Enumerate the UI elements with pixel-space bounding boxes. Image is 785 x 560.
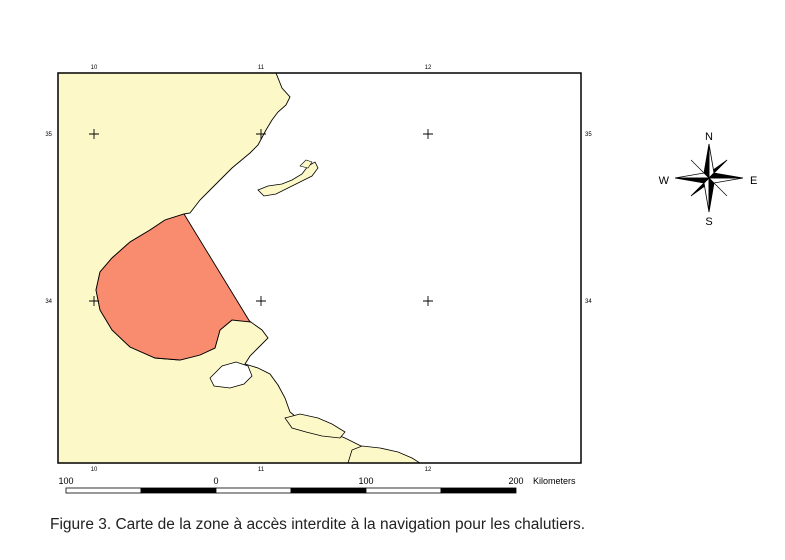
compass-west-label: W [659,175,670,187]
grid-cross [423,129,433,139]
island-kerkennah [257,161,319,197]
scale-label-100-left: 100 [58,476,73,486]
lat-label-right-34: 34 [585,299,592,305]
lat-label-right-35: 35 [585,132,592,138]
restricted-zone [95,213,251,361]
lon-label-top-10: 10 [91,65,98,71]
scale-label-200: 200 [508,476,523,486]
scale-label-0: 0 [213,476,218,486]
scale-segment [65,487,142,494]
compass-south-label: S [705,216,712,228]
scale-segment [140,487,217,494]
lat-label-left-35: 35 [45,132,52,138]
lon-label-bottom-10: 10 [91,467,98,473]
compass-rose: N S E W [659,131,758,228]
lon-label-top-11: 11 [258,65,265,71]
compass-north-label: N [705,131,713,143]
grid-cross [423,296,433,306]
grid-cross [256,129,266,139]
coast-lower-right [347,445,421,463]
lon-label-bottom-11: 11 [258,467,265,473]
island-kerkennah-small [299,159,313,169]
lat-label-left-34: 34 [45,299,52,305]
compass-main-points [674,143,744,213]
figure-caption: Figure 3. Carte de la zone à accès inter… [50,516,586,533]
map-frame [57,72,582,464]
lon-label-top-12: 12 [425,65,432,71]
scale-bar: 100 0 100 200 Kilometers [58,476,576,494]
grid-markers [89,129,433,306]
scale-segment [365,487,442,494]
compass-east-label: E [750,175,757,187]
scale-segment [290,487,367,494]
coastal-lagoon [209,361,253,389]
grid-cross [256,296,266,306]
scale-segment [215,487,292,494]
grid-cross [89,129,99,139]
grid-cross [89,296,99,306]
scale-segment [440,487,517,494]
lon-label-bottom-12: 12 [425,467,432,473]
scale-label-100: 100 [358,476,373,486]
island-djerba [284,413,346,439]
scale-unit: Kilometers [533,476,576,486]
